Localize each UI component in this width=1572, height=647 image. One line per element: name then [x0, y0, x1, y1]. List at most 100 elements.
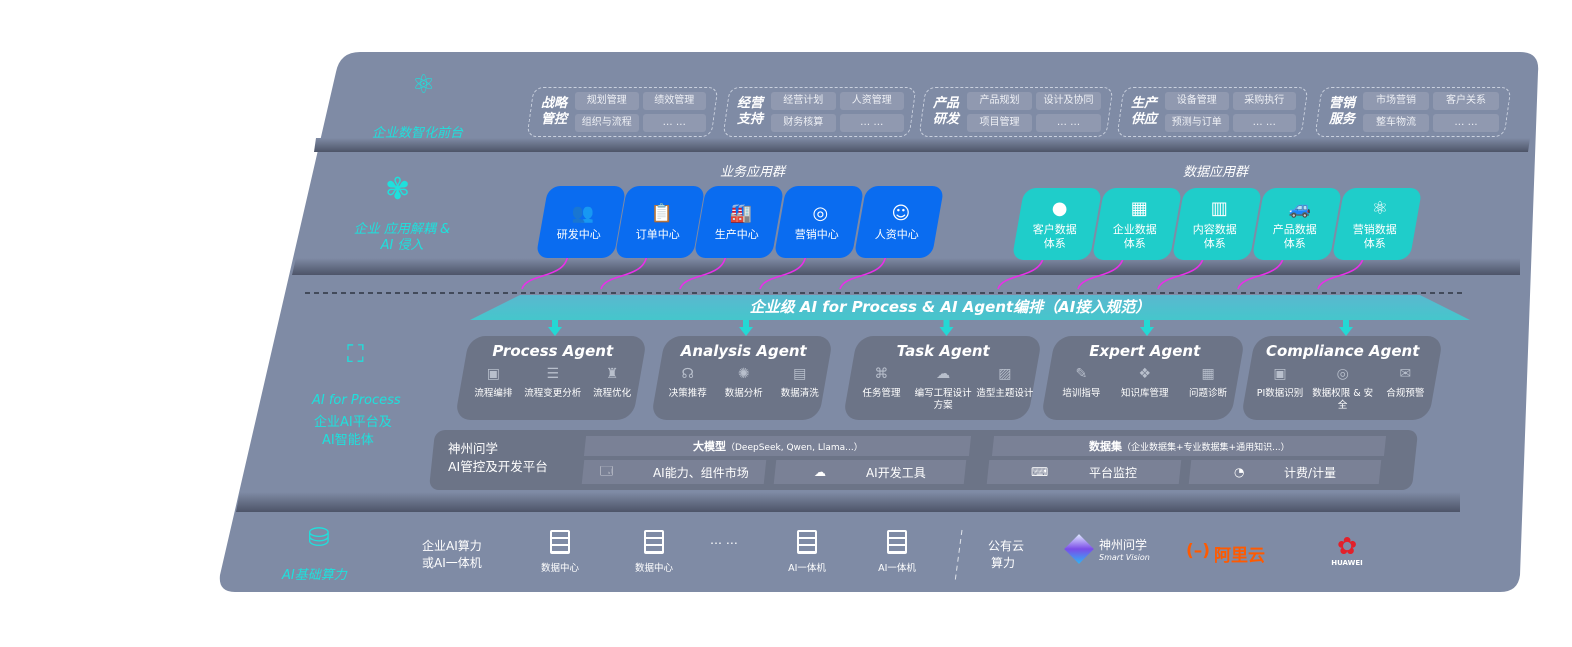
- agent-card[interactable]: Process Agent ▣ 流程编排 ☰ 流程变更分析 ♜ 流程优化: [454, 336, 648, 420]
- group-item[interactable]: … …: [1232, 114, 1296, 132]
- team-icon: 👥: [571, 202, 594, 224]
- capability-icon: ⌘: [874, 366, 889, 382]
- business-app-card[interactable]: 🏭 生产中心: [693, 186, 785, 258]
- ai-market-tool[interactable]: 🗔 AI能力、组件市场: [581, 460, 767, 484]
- capability-icon: ✺: [737, 366, 750, 382]
- group-item[interactable]: … …: [642, 114, 706, 132]
- capability-label: 流程优化: [593, 388, 632, 399]
- agent-capability[interactable]: ❖ 知识库管理: [1113, 366, 1176, 400]
- front-group: 产品研发 产品规划 设计及协同 项目管理… …: [918, 87, 1114, 137]
- group-item[interactable]: 组织与流程: [575, 114, 639, 132]
- agent-card[interactable]: Analysis Agent ☊ 决策推荐 ✺ 数据分析 ▤ 数据清洗: [650, 336, 834, 420]
- ai-dev-tool[interactable]: ☁ AI开发工具: [773, 460, 967, 484]
- agent-capability[interactable]: ♜ 流程优化: [583, 366, 642, 400]
- agent-capability[interactable]: ⌘ 任务管理: [851, 366, 912, 412]
- data-app-card[interactable]: ▥ 内容数据体系: [1171, 188, 1263, 260]
- group-item[interactable]: 经营计划: [771, 92, 836, 110]
- orchestration-banner: 企业级 AI for Process & AI Agent编排（AI接入规范）: [749, 298, 1151, 316]
- agent-name: Compliance Agent: [1265, 342, 1420, 360]
- compute-server: 数据中心: [530, 530, 590, 574]
- business-app-card[interactable]: ☺ 人资中心: [853, 186, 945, 258]
- agent-capability[interactable]: ◎ 数据权限 & 安全: [1312, 366, 1374, 412]
- group-item[interactable]: 规划管理: [575, 92, 639, 110]
- group-item[interactable]: 预测与订单: [1165, 114, 1229, 132]
- agent-capability[interactable]: ▨ 造型主题设计: [974, 366, 1035, 412]
- front-group: 生产供应 设备管理 采购执行 预测与订单… …: [1116, 87, 1309, 137]
- agent-capability[interactable]: ▤ 数据清洗: [772, 366, 827, 400]
- group-item[interactable]: 客户关系: [1433, 92, 1499, 110]
- group-item[interactable]: 绩效管理: [642, 92, 706, 110]
- capability-icon: ☰: [546, 366, 560, 382]
- enterprise-compute: 企业AI算力 或AI一体机: [422, 538, 482, 572]
- group-item[interactable]: 项目管理: [967, 114, 1032, 132]
- agent-capability[interactable]: ▣ PI数据识别: [1249, 366, 1311, 412]
- data-app-card[interactable]: 🚙 产品数据体系: [1251, 188, 1343, 260]
- group-item[interactable]: … …: [839, 114, 904, 132]
- group-item[interactable]: 整车物流: [1363, 114, 1429, 132]
- books-icon: ▥: [1211, 197, 1229, 219]
- ellipsis: … …: [710, 533, 738, 547]
- ai-platform-label-2: AI智能体: [322, 433, 374, 448]
- agent-card[interactable]: Task Agent ⌘ 任务管理 ☁ 编写工程设计方案 ▨ 造型主题设计: [842, 336, 1043, 420]
- enterprise-compute-2: 或AI一体机: [422, 556, 482, 570]
- market-icon: 🗔: [599, 463, 613, 478]
- agent-capability[interactable]: ✎ 培训指导: [1050, 366, 1113, 400]
- card-label: 生产中心: [714, 227, 759, 241]
- data-app-card[interactable]: ● 客户数据体系: [1011, 188, 1103, 260]
- agent-capability[interactable]: ☁ 编写工程设计方案: [913, 366, 974, 412]
- business-app-card[interactable]: ◎ 营销中心: [773, 186, 865, 258]
- down-arrow: [739, 320, 753, 336]
- down-arrow: [1140, 320, 1154, 336]
- apps-label: 企业 应用解耦 & AI 侵入: [353, 222, 451, 253]
- agent-card[interactable]: Compliance Agent ▣ PI数据识别 ◎ 数据权限 & 安全 ✉ 合规预警: [1240, 336, 1444, 420]
- group-item[interactable]: 设备管理: [1165, 92, 1229, 110]
- data-app-card[interactable]: ⚛ 营销数据体系: [1331, 188, 1423, 260]
- agent-capability[interactable]: ☰ 流程变更分析: [523, 366, 582, 400]
- group-item[interactable]: … …: [1433, 114, 1499, 132]
- compute-server: AI一体机: [777, 530, 837, 574]
- capability-label: 决策推荐: [668, 388, 707, 399]
- group-item[interactable]: 财务核算: [771, 114, 836, 132]
- group-item[interactable]: 产品规划: [967, 92, 1032, 110]
- group-title: 经营支持: [736, 96, 763, 127]
- agent-capability[interactable]: ✺ 数据分析: [716, 366, 771, 400]
- brain-icon: ⚛: [412, 70, 436, 100]
- card-label: 订单中心: [635, 227, 680, 241]
- server-icon: [797, 530, 817, 554]
- group-item[interactable]: … …: [1036, 114, 1101, 132]
- public-cloud-1: 公有云: [988, 539, 1025, 553]
- capability-icon: ▨: [998, 366, 1012, 382]
- agent-capability[interactable]: ▣ 流程编排: [464, 366, 523, 400]
- group-item[interactable]: 采购执行: [1232, 92, 1296, 110]
- capability-icon: ▣: [486, 366, 501, 382]
- business-app-card[interactable]: 📋 订单中心: [614, 186, 706, 258]
- tool-label: 计费/计量: [1284, 465, 1337, 480]
- capability-label: 问题诊断: [1189, 388, 1228, 399]
- diamond-logo-icon: [1064, 534, 1094, 564]
- card-label: 营销中心: [794, 227, 839, 241]
- business-app-card[interactable]: 👥 研发中心: [535, 186, 627, 258]
- building-icon: ▦: [1131, 197, 1149, 219]
- billing-tool[interactable]: ◔ 计费/计量: [1188, 460, 1382, 484]
- capability-label: 编写工程设计方案: [914, 388, 972, 411]
- card-label: 企业数据体系: [1112, 222, 1157, 250]
- group-item[interactable]: 设计及协同: [1036, 92, 1101, 110]
- dataset-note: （企业数据集+专业数据集+通用知识...）: [1121, 443, 1290, 453]
- agent-capability[interactable]: ☊ 决策推荐: [660, 366, 715, 400]
- clipboard-icon: 📋: [650, 202, 673, 224]
- group-item[interactable]: 人资管理: [839, 92, 904, 110]
- capability-icon: ☁: [936, 366, 951, 382]
- agent-name: Process Agent: [492, 342, 614, 360]
- group-item[interactable]: 市场营销: [1363, 92, 1429, 110]
- agent-capability[interactable]: ▦ 问题诊断: [1177, 366, 1240, 400]
- capability-label: 流程编排: [474, 388, 513, 399]
- sv-cn: 神州问学: [1099, 538, 1148, 552]
- agent-card[interactable]: Expert Agent ✎ 培训指导 ❖ 知识库管理 ▦ 问题诊断: [1040, 336, 1246, 420]
- person-icon: ☺: [891, 202, 910, 224]
- data-app-card[interactable]: ▦ 企业数据体系: [1091, 188, 1183, 260]
- server-icon: [644, 530, 664, 554]
- capability-label: 流程变更分析: [524, 388, 582, 399]
- agent-capability[interactable]: ✉ 合规预警: [1374, 366, 1436, 412]
- monitor-tool[interactable]: ⌨ 平台监控: [986, 460, 1182, 484]
- huawei-petals-icon: ✿: [1336, 532, 1358, 560]
